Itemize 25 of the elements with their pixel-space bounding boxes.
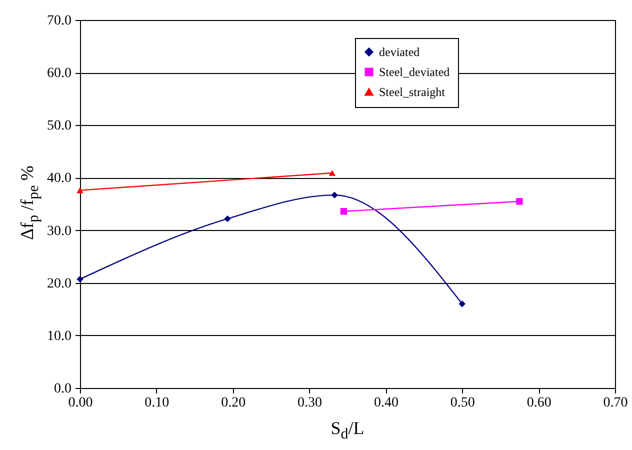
x-tick-label: 0.60 — [526, 396, 552, 410]
y-tick-label: 70.0 — [47, 14, 72, 28]
point — [331, 192, 338, 198]
y-tick-label: 60.0 — [47, 66, 72, 82]
x-tick-label: 0.20 — [221, 396, 246, 410]
y-tick-label: 30.0 — [47, 224, 72, 239]
x-tick-label: 0.10 — [144, 396, 170, 410]
legend-label: deviated — [379, 45, 420, 59]
x-tick-label: 0.00 — [68, 396, 93, 410]
y-tick-label: 10.0 — [47, 328, 72, 344]
point — [516, 198, 523, 205]
legend-label: Steel_deviated — [379, 65, 450, 79]
y-tick-label: 0.0 — [54, 382, 72, 396]
legend-label: Steel_straight — [379, 85, 446, 99]
y-tick-label: 50.0 — [47, 118, 72, 134]
x-tick-label: 0.40 — [374, 396, 398, 410]
point — [340, 208, 348, 215]
x-tick-label: 0.50 — [450, 396, 475, 410]
x-tick-label: 0.70 — [603, 396, 628, 410]
x-axis-title: S$_{d}$/L — [330, 418, 366, 444]
x-tick-label: 0.30 — [298, 396, 322, 410]
point — [458, 300, 466, 308]
y-tick-label: 20.0 — [47, 276, 72, 292]
point — [224, 215, 231, 222]
y-tick-label: 40.0 — [47, 171, 72, 186]
